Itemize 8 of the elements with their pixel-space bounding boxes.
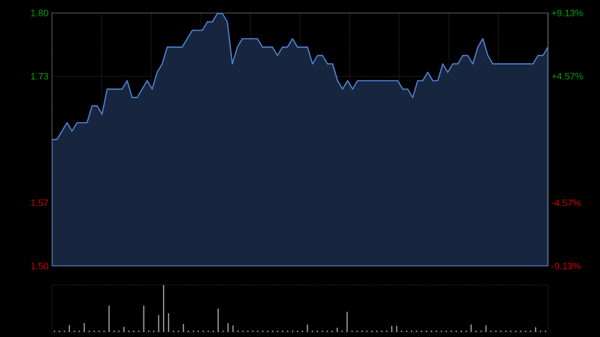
- y2-tick-label: +4.57%: [552, 72, 583, 80]
- y-tick-label: 1.73: [31, 72, 48, 80]
- y-tick-label: 1.80: [31, 10, 48, 16]
- y2-tick-label: +9.13%: [552, 10, 583, 16]
- y-tick-label: 1.57: [31, 199, 48, 206]
- y2-tick-label: -4.57%: [552, 200, 581, 206]
- y-tick-label: 1.50: [31, 262, 48, 270]
- y2-tick-label: -9.13%: [552, 262, 581, 270]
